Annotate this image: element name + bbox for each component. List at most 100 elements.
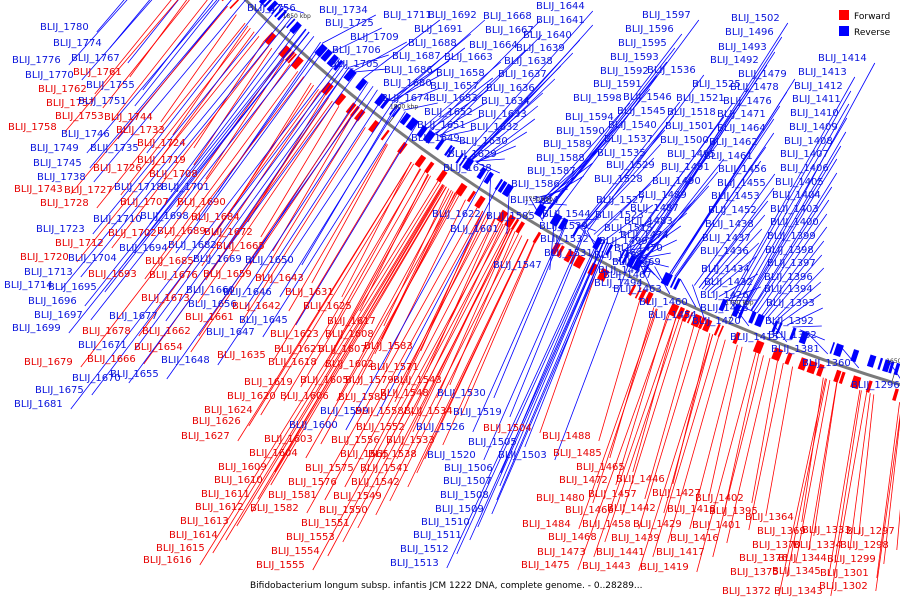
gene-label[interactable]: BLIJ_1734 <box>319 5 368 16</box>
gene-label[interactable]: BLIJ_1554 <box>271 546 320 557</box>
gene-feature[interactable] <box>866 354 877 368</box>
gene-label[interactable]: BLIJ_1492 <box>710 55 759 66</box>
gene-label[interactable]: BLIJ_1666 <box>87 354 136 365</box>
gene-feature[interactable] <box>355 77 368 91</box>
gene-label[interactable]: BLIJ_1442 <box>607 503 656 514</box>
gene-label[interactable]: BLIJ_1558 <box>355 406 404 417</box>
gene-label[interactable]: BLIJ_1758 <box>8 122 57 133</box>
gene-label[interactable]: BLIJ_1500 <box>660 135 709 146</box>
gene-feature[interactable] <box>732 331 741 345</box>
gene-label[interactable]: BLIJ_1549 <box>333 491 382 502</box>
gene-label[interactable]: BLIJ_1412 <box>794 81 843 92</box>
gene-label[interactable]: BLIJ_1395 <box>709 506 758 517</box>
gene-label[interactable]: BLIJ_1593 <box>610 52 659 63</box>
gene-label[interactable]: BLIJ_1678 <box>82 326 131 337</box>
gene-label[interactable]: BLIJ_1600 <box>289 420 338 431</box>
gene-label[interactable]: BLIJ_1438 <box>705 219 754 230</box>
gene-feature[interactable] <box>789 327 797 340</box>
gene-label[interactable]: BLIJ_1542 <box>351 477 400 488</box>
gene-label[interactable]: BLIJ_1429 <box>633 519 682 530</box>
gene-label[interactable]: BLIJ_1643 <box>255 273 304 284</box>
gene-feature[interactable] <box>752 340 765 354</box>
gene-label[interactable]: BLIJ_1418 <box>667 504 716 515</box>
gene-label[interactable]: BLIJ_1472 <box>559 475 608 486</box>
gene-label[interactable]: BLIJ_1693 <box>88 269 137 280</box>
gene-feature[interactable] <box>829 342 835 354</box>
gene-feature[interactable] <box>416 125 428 138</box>
gene-label[interactable]: BLIJ_1585 <box>486 211 535 222</box>
gene-label[interactable]: BLIJ_1552 <box>356 422 405 433</box>
gene-label[interactable]: BLIJ_1615 <box>156 543 205 554</box>
gene-label[interactable]: BLIJ_1540 <box>608 120 657 131</box>
gene-label[interactable]: BLIJ_1641 <box>536 15 585 26</box>
gene-label[interactable]: BLIJ_1719 <box>137 155 186 166</box>
gene-label[interactable]: BLIJ_1604 <box>249 448 298 459</box>
gene-label[interactable]: BLIJ_1506 <box>444 463 493 474</box>
gene-label[interactable]: BLIJ_1333 <box>802 525 851 536</box>
gene-feature[interactable] <box>643 291 654 305</box>
gene-feature[interactable] <box>660 272 673 287</box>
gene-feature[interactable] <box>865 380 873 393</box>
gene-label[interactable]: BLIJ_1749 <box>30 143 79 154</box>
gene-feature[interactable] <box>798 330 809 345</box>
gene-label[interactable]: BLIJ_1456 <box>718 164 767 175</box>
gene-label[interactable]: BLIJ_1695 <box>48 282 97 293</box>
gene-label[interactable]: BLIJ_1718 <box>114 182 163 193</box>
gene-feature[interactable] <box>461 157 475 171</box>
gene-feature[interactable] <box>784 352 793 365</box>
gene-label[interactable]: BLIJ_1527 <box>596 195 645 206</box>
gene-label[interactable]: BLIJ_1669 <box>193 254 242 265</box>
gene-label[interactable]: BLIJ_1401 <box>692 520 741 531</box>
gene-label[interactable]: BLIJ_1636 <box>486 83 535 94</box>
gene-label[interactable]: BLIJ_1685 <box>145 256 194 267</box>
gene-label[interactable]: BLIJ_1673 <box>141 293 190 304</box>
gene-label[interactable]: BLIJ_1674 <box>381 93 430 104</box>
gene-label[interactable]: BLIJ_1515 <box>604 223 653 234</box>
gene-label[interactable]: BLIJ_1680 <box>383 78 432 89</box>
gene-label[interactable]: BLIJ_1397 <box>767 258 816 269</box>
gene-label[interactable]: BLIJ_1592 <box>600 66 649 77</box>
gene-label[interactable]: BLIJ_1555 <box>256 560 305 571</box>
gene-feature[interactable] <box>718 298 728 312</box>
gene-label[interactable]: BLIJ_1417 <box>656 547 705 558</box>
gene-label[interactable]: BLIJ_1610 <box>214 475 263 486</box>
gene-label[interactable]: BLIJ_1533 <box>386 435 435 446</box>
gene-label[interactable]: BLIJ_1691 <box>414 24 463 35</box>
gene-feature[interactable] <box>771 347 783 362</box>
gene-label[interactable]: BLIJ_1622 <box>432 209 481 220</box>
gene-label[interactable]: BLIJ_1432 <box>704 277 753 288</box>
gene-label[interactable]: BLIJ_1403 <box>770 204 819 215</box>
gene-feature[interactable] <box>621 252 630 265</box>
gene-feature[interactable] <box>816 363 825 377</box>
gene-feature[interactable] <box>515 221 525 234</box>
gene-label[interactable]: BLIJ_1587 <box>527 166 576 177</box>
gene-label[interactable]: BLIJ_1607 <box>318 344 367 355</box>
gene-label[interactable]: BLIJ_1493 <box>718 42 767 53</box>
gene-label[interactable]: BLIJ_1598 <box>573 93 622 104</box>
gene-label[interactable]: BLIJ_1544 <box>542 209 591 220</box>
gene-feature[interactable] <box>754 313 765 328</box>
gene-label[interactable]: BLIJ_1697 <box>34 310 83 321</box>
gene-feature[interactable] <box>483 171 494 185</box>
gene-label[interactable]: BLIJ_1519 <box>453 407 502 418</box>
gene-label[interactable]: BLIJ_1677 <box>109 311 158 322</box>
gene-label[interactable]: BLIJ_1686 <box>384 65 433 76</box>
gene-label[interactable]: BLIJ_1511 <box>413 530 462 541</box>
gene-label[interactable]: BLIJ_1463 <box>613 284 662 295</box>
gene-label[interactable]: BLIJ_1382 <box>768 330 817 341</box>
gene-feature[interactable] <box>850 349 860 363</box>
gene-label[interactable]: BLIJ_1707 <box>120 197 169 208</box>
gene-label[interactable]: BLIJ_1465 <box>576 462 625 473</box>
gene-label[interactable]: BLIJ_1652 <box>424 107 473 118</box>
gene-label[interactable]: BLIJ_1496 <box>725 27 774 38</box>
gene-label[interactable]: BLIJ_1415 <box>730 332 779 343</box>
gene-label[interactable]: BLIJ_1548 <box>380 388 429 399</box>
gene-label[interactable]: BLIJ_1528 <box>594 174 643 185</box>
gene-label[interactable]: BLIJ_1603 <box>264 434 313 445</box>
gene-feature[interactable] <box>690 313 703 328</box>
gene-label[interactable]: BLIJ_1623 <box>270 329 319 340</box>
gene-feature[interactable] <box>681 309 691 323</box>
gene-label[interactable]: BLIJ_1489 <box>638 190 687 201</box>
gene-label[interactable]: BLIJ_1612 <box>195 502 244 513</box>
gene-label[interactable]: BLIJ_1502 <box>731 13 780 24</box>
